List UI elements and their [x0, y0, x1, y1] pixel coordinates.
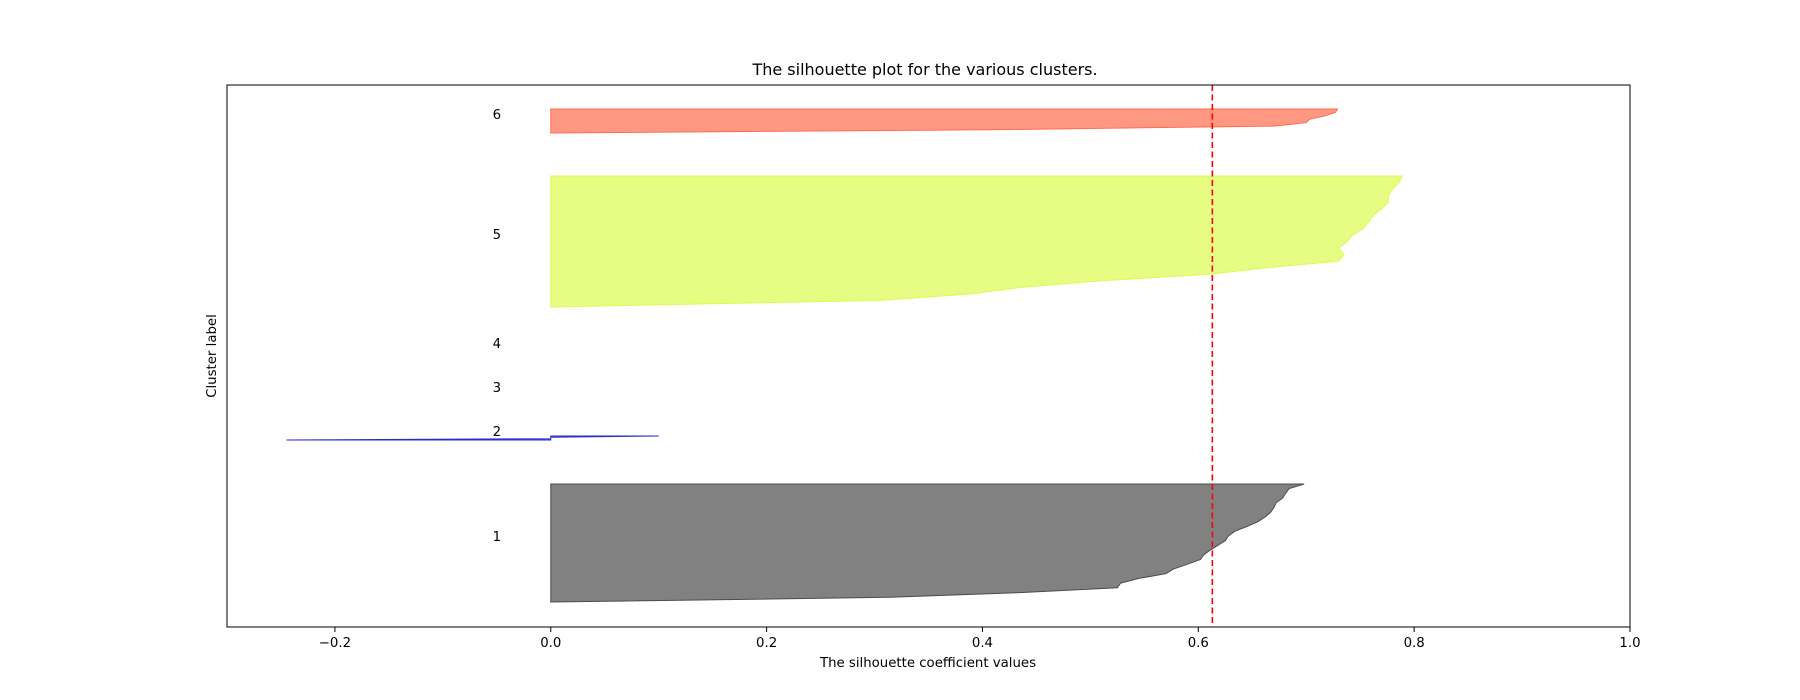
x-tick-label: 1.0: [1619, 636, 1640, 651]
cluster-label-4: 4: [493, 337, 501, 352]
x-tick-label: 0.2: [756, 636, 777, 651]
plot-frame: [226, 84, 1631, 628]
cluster-5-area: [550, 175, 1404, 308]
x-tick-label: 0.0: [540, 636, 561, 651]
x-tick-label: −0.2: [319, 636, 351, 651]
cluster-2-area: [286, 435, 659, 441]
cluster-labels: 1 2 3 4 5 6: [493, 108, 501, 545]
cluster-label-1: 1: [493, 530, 501, 545]
x-axis-label: The silhouette coefficient values: [819, 656, 1036, 671]
x-tick-label: 0.6: [1188, 636, 1209, 651]
cluster-label-6: 6: [493, 108, 501, 123]
chart-title: The silhouette plot for the various clus…: [751, 60, 1097, 79]
cluster-1-area: [550, 483, 1305, 603]
y-axis-label: Cluster label: [205, 314, 220, 398]
cluster-areas: [286, 108, 1404, 603]
cluster-6-area: [550, 108, 1339, 134]
cluster-label-3: 3: [493, 381, 501, 396]
x-tick-label: 0.4: [972, 636, 993, 651]
cluster-label-2: 2: [493, 425, 501, 440]
cluster-label-5: 5: [493, 228, 501, 243]
x-axis-ticks: −0.2 0.0 0.2 0.4 0.6 0.8 1.0: [319, 627, 1641, 651]
x-tick-label: 0.8: [1404, 636, 1425, 651]
